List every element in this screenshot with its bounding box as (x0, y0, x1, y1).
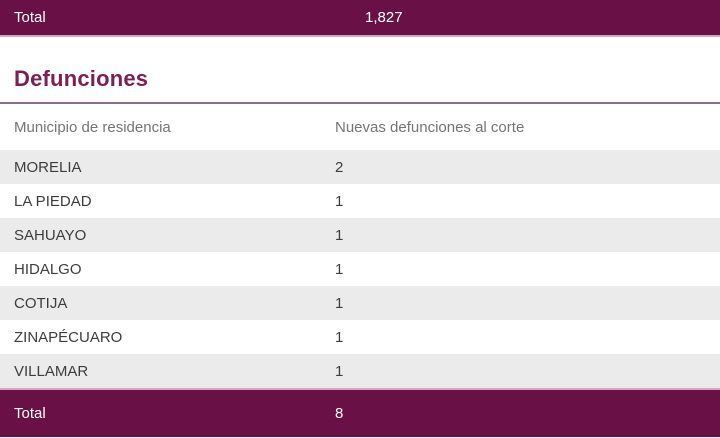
previous-total-value: 1,827 (365, 9, 403, 26)
municipio-cell: VILLAMAR (14, 362, 89, 380)
municipio-cell: ZINAPÉCUARO (14, 328, 123, 346)
table-row: ZINAPÉCUARO 1 (0, 320, 720, 354)
table-header-row: Municipio de residencia Nuevas defuncion… (0, 104, 720, 150)
total-label: Total (14, 405, 46, 422)
section-title: Defunciones (14, 66, 149, 91)
table-row: LA PIEDAD 1 (0, 184, 720, 218)
municipio-cell: LA PIEDAD (14, 192, 92, 210)
municipio-cell: SAHUAYO (14, 226, 87, 244)
total-value: 8 (335, 405, 344, 422)
defunciones-table: Municipio de residencia Nuevas defuncion… (0, 104, 720, 437)
table-row: MORELIA 2 (0, 150, 720, 184)
column-header-municipio: Municipio de residencia (14, 118, 171, 136)
value-cell: 1 (335, 260, 344, 278)
previous-table-total-row: Total 1,827 (0, 0, 720, 37)
value-cell: 1 (335, 362, 344, 380)
title-divider (0, 102, 720, 104)
value-cell: 1 (335, 192, 344, 210)
value-cell: 1 (335, 328, 344, 346)
table-total-row: Total 8 (0, 388, 720, 437)
municipio-cell: COTIJA (14, 294, 68, 312)
previous-total-label: Total (14, 9, 46, 26)
column-header-nuevas-defunciones: Nuevas defunciones al corte (335, 118, 525, 136)
municipio-cell: MORELIA (14, 158, 82, 176)
municipio-cell: HIDALGO (14, 260, 82, 278)
value-cell: 1 (335, 294, 344, 312)
table-row: VILLAMAR 1 (0, 354, 720, 388)
table-row: COTIJA 1 (0, 286, 720, 320)
table-row: SAHUAYO 1 (0, 218, 720, 252)
value-cell: 1 (335, 226, 344, 244)
value-cell: 2 (335, 158, 344, 176)
table-row: HIDALGO 1 (0, 252, 720, 286)
